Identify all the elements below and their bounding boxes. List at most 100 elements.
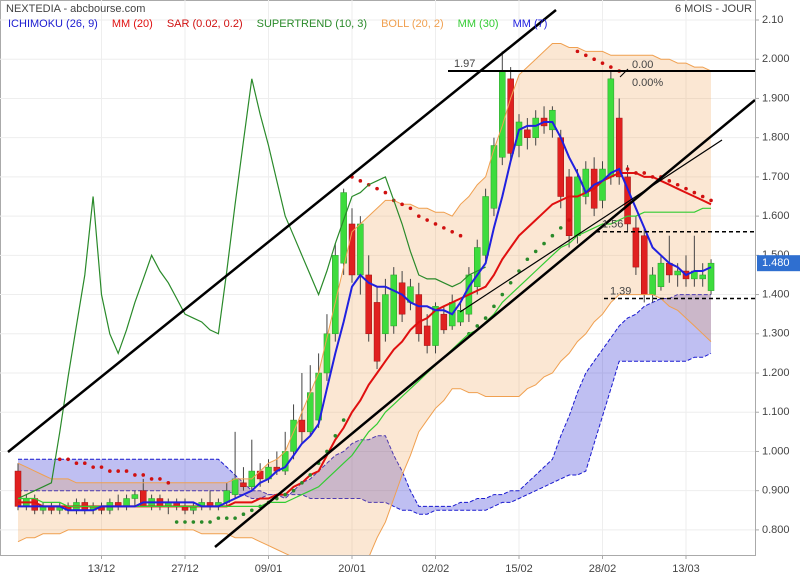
sar-dot (375, 186, 379, 191)
last-price-label: 1.480 (762, 257, 790, 269)
x-tick-label: 15/02 (505, 563, 533, 575)
y-tick-label: 1.400 (762, 288, 790, 300)
sar-dot (408, 206, 413, 211)
fib-tick (619, 68, 629, 78)
sar-dot (174, 520, 179, 524)
sar-dot (558, 226, 563, 230)
sar-dot (592, 57, 596, 62)
candle-body (240, 482, 247, 488)
candle-body (457, 310, 464, 323)
candle-body (615, 117, 623, 178)
sar-dot (492, 304, 496, 309)
candle-body (582, 168, 590, 197)
sar-dot (83, 461, 87, 466)
plot-area (0, 0, 756, 556)
candle-body (499, 70, 506, 158)
candle-body (707, 262, 715, 291)
sar-dot (567, 218, 571, 222)
y-tick-label: 1.000 (762, 445, 790, 457)
x-tick-label: 09/01 (255, 563, 283, 575)
candle-body (507, 78, 514, 154)
candle-body (432, 306, 439, 346)
candle-body (632, 227, 640, 268)
y-tick-label: 0.800 (762, 524, 790, 536)
legend-entry: SUPERTREND (10, 3) (257, 18, 367, 30)
sar-dot (700, 194, 705, 199)
sar-dot (300, 481, 304, 485)
candle-body (607, 78, 615, 178)
legend-entry: BOLL (20, 2) (381, 18, 444, 30)
sar-dot (191, 520, 196, 524)
sar-dot (475, 324, 480, 328)
candle-body (298, 419, 306, 433)
level-label: 1.56 (602, 219, 623, 231)
chart-title: NEXTEDIA - abcbourse.com (6, 3, 145, 15)
candle-body (256, 470, 264, 480)
candle-body (524, 129, 531, 138)
candle-body (423, 325, 431, 346)
sar-dot (550, 233, 555, 238)
candle-body (390, 274, 397, 327)
fills (18, 43, 712, 555)
sar-dot (208, 520, 212, 524)
trend-line (459, 139, 723, 313)
sar-dot (634, 171, 638, 175)
cloud-upper (18, 294, 711, 507)
level-label: 1.39 (610, 285, 631, 297)
last-price-box (757, 255, 800, 272)
sar-dot (66, 457, 70, 462)
candle-body (557, 137, 564, 197)
sar-dot (291, 488, 296, 493)
fib-label: 0.00% (632, 77, 663, 89)
x-tick-label: 20/01 (338, 563, 366, 575)
sar-dot (517, 269, 521, 273)
candle-body (490, 145, 498, 209)
sar-dot (400, 202, 404, 207)
x-tick-label: 02/02 (422, 563, 450, 575)
y-tick-label: 2.000 (762, 53, 790, 65)
y-tick-label: 1.100 (762, 406, 790, 418)
annotations: 1.97 1.56 1.39 0.00 0.00% (448, 58, 755, 300)
candle-body (415, 294, 423, 335)
trend-line (7, 9, 557, 453)
sar-dot (241, 512, 246, 517)
sar-dot (542, 241, 546, 246)
sar-dot (667, 179, 672, 183)
sar-dot (333, 433, 338, 438)
x-tick-label: 13/12 (88, 563, 116, 575)
candle-body (348, 223, 356, 276)
candle-body (14, 470, 22, 507)
legend-entry: MM (20) (112, 18, 153, 30)
candle-body (290, 419, 297, 452)
candle-body (482, 196, 489, 256)
y-tick-label: 1.300 (762, 328, 790, 340)
sar-dot (133, 473, 137, 477)
cloud-fill (18, 294, 711, 515)
candle-body (231, 478, 239, 495)
sar-dot (500, 292, 505, 297)
legend-entry: SAR (0.02, 0.2) (167, 18, 243, 30)
sar-dot (216, 516, 221, 520)
sar-dot (425, 218, 429, 222)
sar-dot (450, 230, 455, 234)
candle-body (474, 247, 481, 287)
sar-dot (199, 520, 204, 524)
candle-body (398, 282, 406, 315)
candle-body (440, 313, 448, 331)
sar-dot (433, 222, 438, 226)
sar-dot (584, 53, 588, 58)
legend-entry: ICHIMOKU (26, 9) (8, 18, 98, 30)
sar-dot (341, 418, 346, 422)
sar-dot (417, 214, 421, 218)
x-tick-label: 13/03 (672, 563, 700, 575)
sar-dot (99, 465, 104, 469)
candle-body (549, 109, 556, 131)
trend-lines (7, 9, 755, 548)
sar-dot (124, 469, 129, 473)
candle-body (532, 117, 539, 138)
sar-dot (166, 481, 171, 485)
y-tick-label: 0.900 (762, 485, 790, 497)
sar-dot (149, 477, 154, 481)
sar-dot (575, 49, 580, 54)
